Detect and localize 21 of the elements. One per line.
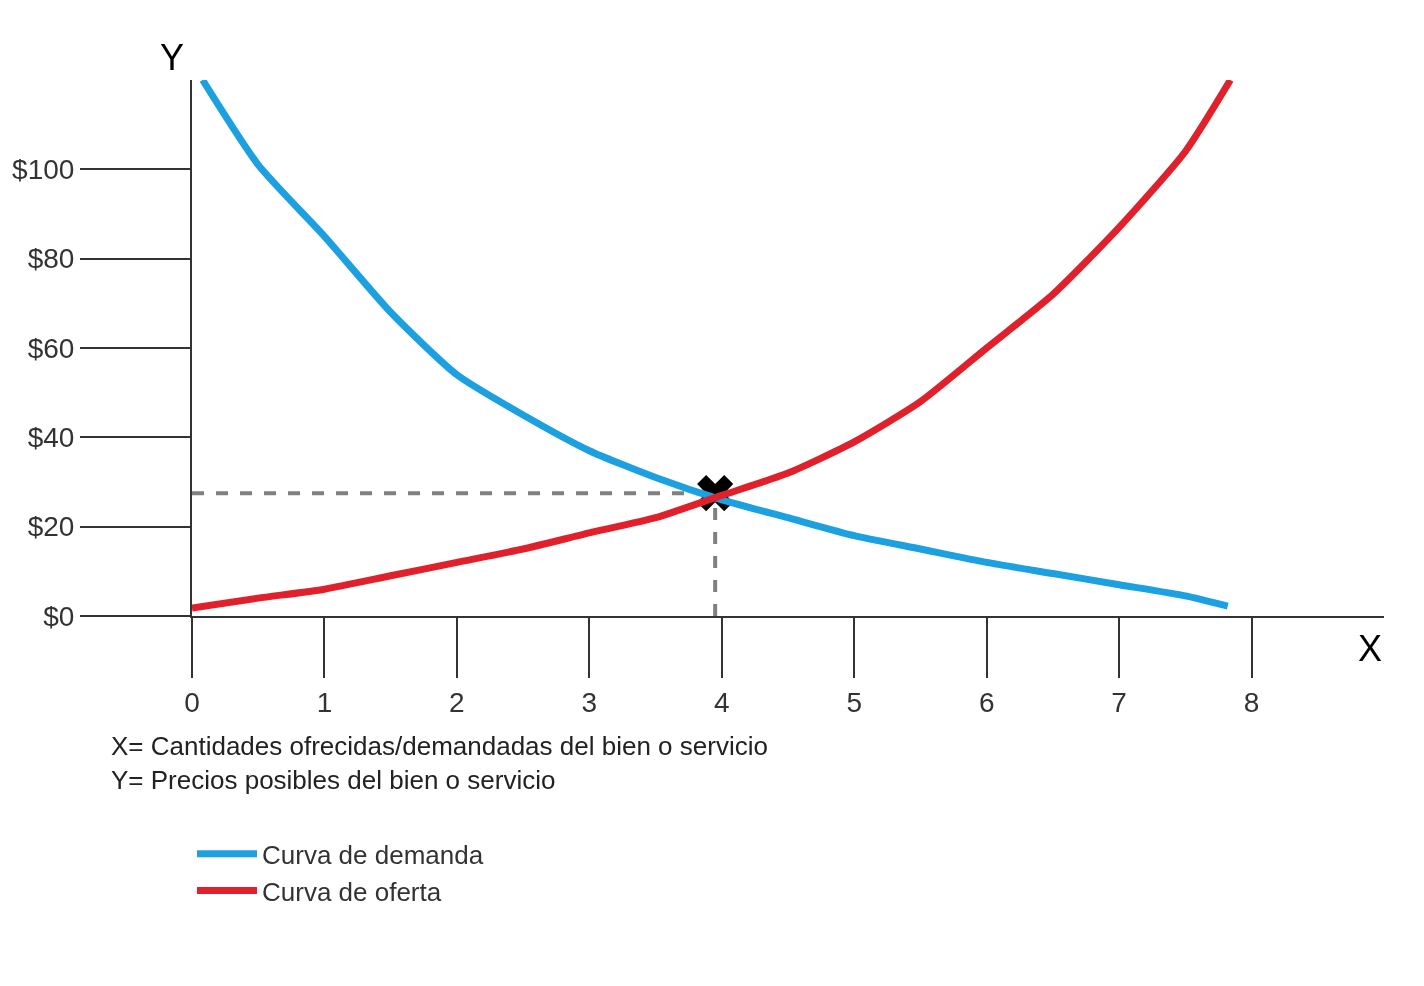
y-axis-title: Y xyxy=(160,37,185,78)
y-tick-label: $0 xyxy=(43,600,75,632)
x-tick-label: 8 xyxy=(1243,686,1260,718)
y-tick-label: $20 xyxy=(27,511,75,543)
legend-label: Curva de oferta xyxy=(262,876,442,907)
x-tick-label: 1 xyxy=(316,686,333,718)
x-tick-label: 6 xyxy=(978,686,995,718)
x-tick-label: 3 xyxy=(581,686,598,718)
x-axis-title: X xyxy=(1358,628,1383,669)
y-tick-label: $60 xyxy=(27,332,75,364)
y-tick-label: $80 xyxy=(27,243,75,275)
x-tick-label: 5 xyxy=(846,686,863,718)
x-tick-label: 0 xyxy=(184,686,200,718)
legend-label: Curva de demanda xyxy=(262,839,484,870)
y-tick-label: $100 xyxy=(12,154,75,186)
text: Y= Precios posibles del bien o servicio xyxy=(111,765,556,795)
y-tick-label: $40 xyxy=(27,422,75,454)
text: X= Cantidades ofrecidas/demandadas del bien o servicio xyxy=(111,731,768,761)
x-tick-label: 2 xyxy=(449,686,465,718)
x-tick-label: 7 xyxy=(1111,686,1127,718)
x-tick-label: 4 xyxy=(713,686,730,718)
